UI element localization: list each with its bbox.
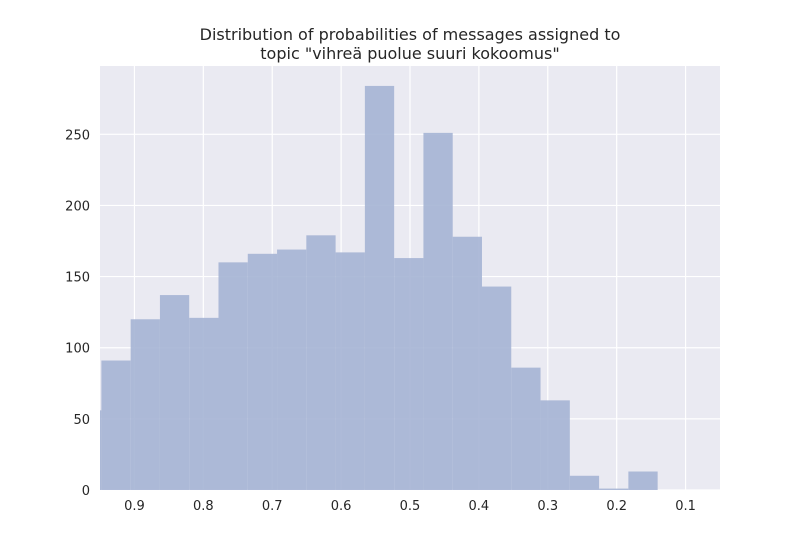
- histogram-bar-13: [452, 236, 482, 490]
- x-tick-label-3: 0.6: [331, 499, 352, 514]
- y-tick-label-5: 250: [65, 128, 90, 143]
- y-tick-label-4: 200: [65, 199, 90, 214]
- chart-title-line-2: topic "vihreä puolue suuri kokoomus": [260, 44, 559, 63]
- y-tick-label-0: 0: [82, 484, 90, 499]
- x-tick-label-4: 0.5: [400, 499, 421, 514]
- x-tick-label-1: 0.8: [193, 499, 214, 514]
- histogram-bar-4: [189, 317, 219, 490]
- x-tick-label-5: 0.4: [469, 499, 490, 514]
- histogram-bar-5: [218, 262, 248, 490]
- x-tick-label-0: 0.9: [124, 499, 145, 514]
- y-tick-label-2: 100: [65, 342, 90, 357]
- x-tick-label-8: 0.1: [675, 499, 696, 514]
- histogram-bar-10: [364, 85, 395, 490]
- histogram-bar-15: [511, 367, 541, 490]
- histogram-bars: [100, 85, 658, 490]
- histogram-bar-16: [540, 400, 570, 490]
- histogram-bar-9: [335, 252, 365, 490]
- histogram-bar-11: [394, 258, 424, 490]
- histogram-bar-17: [569, 475, 600, 490]
- histogram-bar-14: [481, 286, 512, 490]
- chart-title-line-1: Distribution of probabilities of message…: [200, 25, 621, 44]
- histogram-bar-8: [306, 235, 336, 490]
- x-tick-label-6: 0.3: [537, 499, 558, 514]
- x-tick-label-2: 0.7: [262, 499, 283, 514]
- x-axis-ticks: 0.9 0.8 0.7 0.6 0.5 0.4 0.3 0.2 0.1: [124, 499, 696, 514]
- histogram-bar-2: [130, 319, 160, 490]
- y-tick-label-3: 150: [65, 271, 90, 286]
- y-tick-label-1: 50: [73, 413, 90, 428]
- histogram-bar-19: [628, 471, 658, 490]
- y-axis-ticks: 0 50 100 150 200 250: [65, 128, 90, 499]
- histogram-bar-18: [599, 488, 629, 490]
- histogram-bar-7: [277, 249, 307, 490]
- histogram-bar-6: [247, 253, 278, 490]
- x-tick-label-7: 0.2: [606, 499, 627, 514]
- histogram-bar-1: [101, 360, 131, 490]
- histogram-bar-12: [423, 132, 453, 490]
- histogram-bar-0: [100, 410, 102, 490]
- histogram-bar-3: [159, 295, 190, 490]
